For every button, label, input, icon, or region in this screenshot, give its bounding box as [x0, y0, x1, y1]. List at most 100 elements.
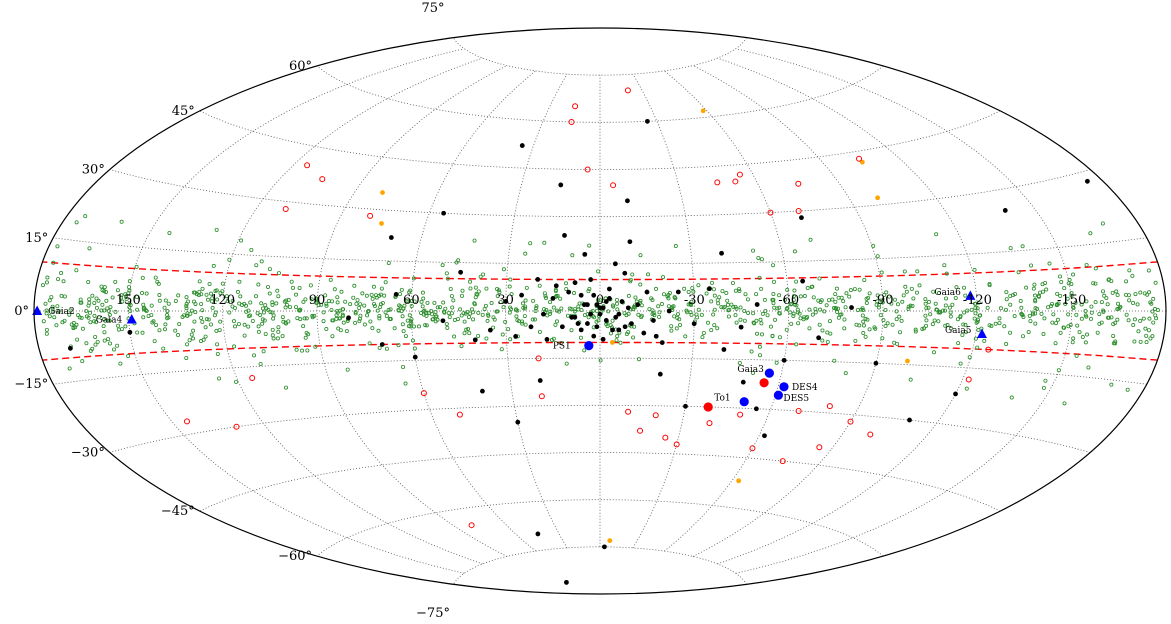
orange-point — [736, 478, 742, 484]
green-point — [691, 289, 696, 294]
green-point — [313, 344, 318, 349]
green-point — [942, 263, 947, 268]
black-point — [537, 378, 543, 383]
green-point — [365, 309, 370, 314]
green-point — [204, 292, 209, 297]
green-point — [555, 293, 560, 298]
green-point — [906, 306, 911, 311]
green-point — [465, 309, 470, 314]
green-point — [44, 280, 49, 285]
green-point — [1100, 221, 1105, 226]
green-point — [961, 322, 966, 327]
green-point — [409, 304, 414, 309]
green-point — [466, 315, 471, 320]
green-point — [275, 336, 280, 341]
black-point — [754, 302, 760, 307]
green-point — [45, 275, 50, 280]
green-point — [1063, 301, 1068, 306]
green-point — [839, 295, 844, 300]
green-point — [208, 322, 213, 327]
green-point — [90, 293, 95, 298]
green-point — [55, 304, 60, 309]
green-point — [380, 300, 385, 305]
green-point — [102, 338, 107, 343]
green-point — [770, 333, 775, 338]
green-point — [377, 314, 382, 319]
green-point — [696, 307, 701, 312]
green-point — [785, 306, 790, 311]
green-point — [1135, 302, 1140, 307]
green-point — [1089, 304, 1094, 309]
green-point — [312, 313, 317, 318]
green-point — [246, 324, 251, 329]
green-point — [406, 324, 411, 329]
green-point — [134, 264, 139, 269]
red_open-point — [468, 522, 475, 529]
red_open-point — [795, 208, 802, 215]
green-point — [936, 291, 941, 296]
green-point — [149, 303, 154, 308]
green-point — [197, 279, 202, 284]
green-point — [412, 346, 417, 351]
green-point — [357, 305, 362, 310]
green-point — [605, 324, 610, 329]
green-point — [720, 289, 725, 294]
green-point — [86, 280, 91, 285]
green-point — [189, 332, 194, 337]
black-point — [653, 333, 659, 339]
green-point — [330, 318, 335, 323]
green-point — [755, 331, 760, 336]
green-point — [1009, 395, 1014, 400]
green-point — [84, 341, 89, 346]
black-point — [513, 333, 519, 339]
orange-point — [859, 159, 865, 165]
green-point — [867, 291, 872, 296]
green-point — [1151, 296, 1156, 301]
green-point — [836, 295, 841, 300]
green-point — [355, 298, 360, 303]
green-point — [124, 297, 129, 302]
green-point — [788, 310, 793, 315]
green-point — [571, 291, 576, 296]
green-point — [47, 298, 52, 303]
green-point — [1003, 307, 1008, 312]
green-point — [232, 305, 237, 310]
green-point — [305, 348, 310, 353]
green-point — [1071, 272, 1076, 277]
green-point — [976, 328, 981, 333]
green-point — [1153, 313, 1158, 318]
green-point — [777, 310, 782, 315]
green-point — [154, 322, 159, 327]
green-point — [366, 308, 371, 313]
green-point — [1059, 279, 1064, 284]
green-point — [762, 297, 767, 302]
black-point — [635, 302, 641, 308]
green-point — [67, 366, 72, 371]
green-point — [688, 302, 693, 307]
green-point — [458, 307, 463, 312]
green-point — [74, 322, 79, 327]
green-point — [545, 313, 550, 318]
green-point — [818, 307, 823, 312]
green-point — [234, 379, 239, 384]
green-point — [969, 307, 974, 312]
green-point — [467, 331, 472, 336]
red_open-point — [867, 431, 874, 438]
green-point — [396, 343, 401, 348]
x-tick-label: -90 — [873, 293, 894, 308]
green-point — [1093, 266, 1098, 271]
green-point — [379, 286, 384, 291]
green-point — [997, 321, 1002, 326]
green-point — [657, 315, 662, 320]
green-point — [892, 297, 897, 302]
green-point — [280, 315, 285, 320]
green-point — [282, 299, 287, 304]
green-point — [410, 338, 415, 343]
green-point — [531, 298, 536, 303]
green-point — [861, 331, 866, 336]
green-point — [212, 313, 217, 318]
red_open-point — [456, 411, 463, 418]
green-point — [1088, 316, 1093, 321]
green-point — [1041, 385, 1046, 390]
green-point — [200, 319, 205, 324]
